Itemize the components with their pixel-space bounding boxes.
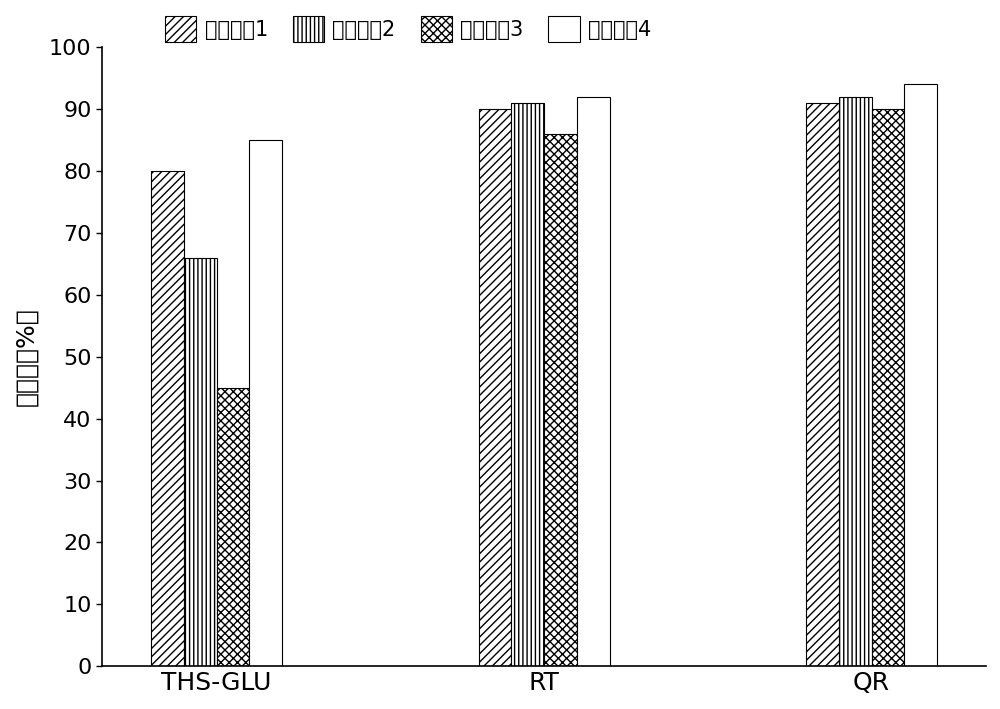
Bar — [577, 96, 610, 666]
Bar — [806, 103, 839, 666]
Bar — [249, 140, 282, 666]
Bar — [217, 388, 249, 666]
Legend: 上样方式1, 上样方式2, 上样方式3, 上样方式4: 上样方式1, 上样方式2, 上样方式3, 上样方式4 — [157, 8, 660, 50]
Bar — [184, 257, 217, 666]
Bar — [872, 109, 904, 666]
Bar — [544, 134, 577, 666]
Bar — [511, 103, 544, 666]
Bar — [904, 84, 937, 666]
Bar — [839, 96, 872, 666]
Y-axis label: 回收率（%）: 回收率（%） — [14, 307, 38, 406]
Bar — [479, 109, 511, 666]
Bar — [151, 171, 184, 666]
